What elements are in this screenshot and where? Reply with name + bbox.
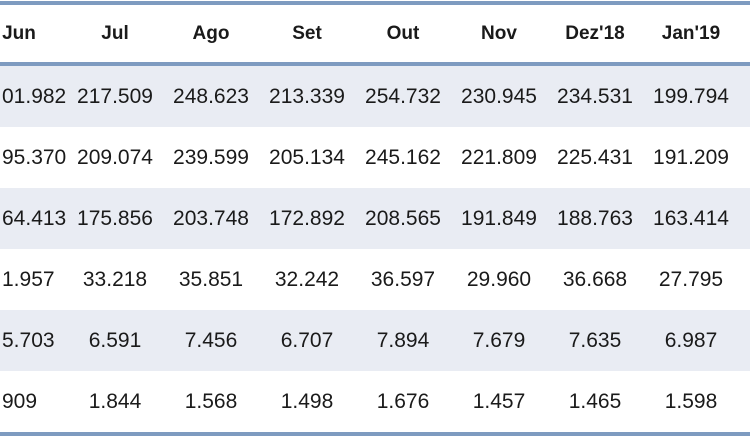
row-filler-cell: [739, 371, 750, 434]
data-cell: 6.707: [280, 328, 334, 352]
data-cell: 188.763: [557, 206, 633, 230]
data-cell: 191.209: [653, 145, 729, 169]
data-cell: 6.987: [664, 328, 718, 352]
data-cell: 1.568: [184, 389, 238, 413]
data-cell: 01.982: [2, 84, 67, 108]
data-cell: 225.431: [557, 145, 633, 169]
row-filler-cell: [739, 64, 750, 127]
column-header-dez18: Dez'18: [547, 3, 643, 66]
table-row: 909 1.844 1.568 1.498 1.676 1.457 1.465 1.598: [0, 371, 750, 434]
column-header-set: Set: [259, 3, 355, 66]
data-cell: 191.849: [461, 206, 537, 230]
data-cell: 1.465: [568, 389, 622, 413]
data-cell: 1.957: [2, 267, 55, 291]
data-cell: 1.598: [664, 389, 718, 413]
data-cell: 245.162: [365, 145, 441, 169]
data-cell: 172.892: [269, 206, 345, 230]
data-cell: 239.599: [173, 145, 249, 169]
header-filler-cell: [739, 3, 750, 66]
data-cell: 230.945: [461, 84, 537, 108]
row-filler-cell: [739, 127, 750, 188]
column-header-ago: Ago: [163, 3, 259, 66]
data-cell: 221.809: [461, 145, 537, 169]
data-cell: 1.844: [88, 389, 142, 413]
column-header-jun: Jun: [0, 3, 67, 66]
row-filler-cell: [739, 310, 750, 371]
data-cell: 32.242: [274, 267, 340, 291]
table-row: 95.370 209.074 239.599 205.134 245.162 221.80…: [0, 127, 750, 188]
data-cell: 36.668: [562, 267, 628, 291]
data-cell: 1.676: [376, 389, 430, 413]
data-cell: 909: [2, 389, 38, 413]
data-cell: 33.218: [82, 267, 148, 291]
data-cell: 95.370: [2, 145, 67, 169]
data-cell: 175.856: [77, 206, 153, 230]
table-row: 64.413 175.856 203.748 172.892 208.565 191.84…: [0, 188, 750, 249]
data-cell: 213.339: [269, 84, 345, 108]
data-cell: 7.635: [568, 328, 622, 352]
column-header-out: Out: [355, 3, 451, 66]
data-cell: 205.134: [269, 145, 345, 169]
column-header-jan19: Jan'19: [643, 3, 739, 66]
table-row: 01.982 217.509 248.623 213.339 254.732 230.94…: [0, 64, 750, 127]
data-cell: 35.851: [178, 267, 244, 291]
data-cell: 1.498: [280, 389, 334, 413]
data-cell: 1.457: [472, 389, 526, 413]
data-cell: 209.074: [77, 145, 153, 169]
data-cell: 254.732: [365, 84, 441, 108]
data-cell: 199.794: [653, 84, 729, 108]
row-filler-cell: [739, 188, 750, 249]
column-header-jul: Jul: [67, 3, 163, 66]
column-header-nov: Nov: [451, 3, 547, 66]
data-cell: 7.679: [472, 328, 526, 352]
data-cell: 7.456: [184, 328, 238, 352]
data-cell: 29.960: [466, 267, 532, 291]
data-cell: 248.623: [173, 84, 249, 108]
data-cell: 208.565: [365, 206, 441, 230]
data-cell: 36.597: [370, 267, 436, 291]
table-body: 01.982 217.509 248.623 213.339 254.732 230.94…: [0, 64, 750, 434]
data-cell: 5.703: [2, 328, 55, 352]
data-cell: 6.591: [88, 328, 142, 352]
data-cell: 7.894: [376, 328, 430, 352]
data-cell: 27.795: [658, 267, 724, 291]
header-row: Jun Jul Ago Set Out Nov Dez'18 Jan'19: [0, 3, 750, 66]
data-cell: 217.509: [77, 84, 153, 108]
row-filler-cell: [739, 249, 750, 310]
data-cell: 203.748: [173, 206, 249, 230]
table-header: Jun Jul Ago Set Out Nov Dez'18 Jan'19: [0, 3, 750, 66]
data-cell: 163.414: [653, 206, 729, 230]
data-cell: 64.413: [2, 206, 67, 230]
data-cell: 234.531: [557, 84, 633, 108]
table-row: 1.957 33.218 35.851 32.242 36.597 29.960 36.66…: [0, 249, 750, 310]
table-row: 5.703 6.591 7.456 6.707 7.894 7.679 7.635 6.987: [0, 310, 750, 371]
